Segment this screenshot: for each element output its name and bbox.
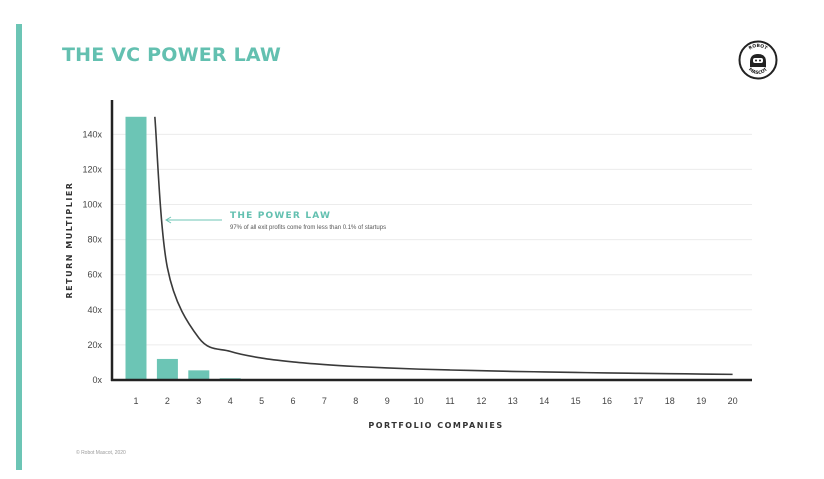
x-tick-label: 12 <box>476 396 486 406</box>
x-tick-label: 6 <box>290 396 295 406</box>
x-tick-label: 13 <box>508 396 518 406</box>
y-tick-label: 80x <box>87 235 102 245</box>
x-tick-label: 14 <box>539 396 549 406</box>
y-tick-label: 100x <box>82 200 102 210</box>
svg-text:ROBOT: ROBOT <box>748 43 769 52</box>
y-tick-label: 20x <box>87 340 102 350</box>
copyright-text: © Robot Mascot, 2020 <box>76 450 126 456</box>
bars <box>125 116 241 380</box>
y-tick-label: 120x <box>82 164 102 174</box>
power-law-curve <box>154 116 733 376</box>
x-tick-label: 11 <box>445 396 454 406</box>
x-tick-label: 9 <box>385 396 390 406</box>
annotation-arrow-icon <box>165 216 172 224</box>
y-tick-label: 0x <box>92 375 102 385</box>
annotation-text: 97% of all exit profits come from less t… <box>230 225 386 231</box>
bar <box>125 116 147 380</box>
annotation: THE POWER LAW 97% of all exit profits co… <box>165 211 386 231</box>
bar <box>188 370 210 380</box>
x-tick-label: 2 <box>165 396 170 406</box>
x-tick-labels: 1 2 3 4 5 6 7 8 9 10 11 12 13 14 15 16 17 18 19 20 <box>133 396 737 406</box>
x-axis-title: PORTFOLIO COMPANIES <box>368 421 503 430</box>
annotation-title: THE POWER LAW <box>230 211 331 221</box>
accent-bar <box>16 24 22 470</box>
y-tick-label: 140x <box>82 129 102 139</box>
x-tick-label: 20 <box>728 396 738 406</box>
robot-mascot-logo: ROBOT MASCOT <box>738 40 778 80</box>
x-tick-label: 5 <box>259 396 264 406</box>
x-tick-label: 3 <box>196 396 201 406</box>
x-tick-label: 17 <box>633 396 643 406</box>
x-tick-label: 18 <box>665 396 675 406</box>
y-tick-labels: 0x 20x 40x 60x 80x 100x 120x 140x <box>82 129 102 385</box>
y-axis-title: RETURN MULTIPLIER <box>65 182 74 299</box>
x-tick-label: 16 <box>602 396 612 406</box>
slide-title: THE VC POWER LAW <box>62 44 282 66</box>
x-tick-label: 1 <box>133 396 138 406</box>
x-tick-label: 4 <box>228 396 233 406</box>
y-tick-label: 40x <box>87 305 102 315</box>
bar <box>156 358 178 380</box>
x-tick-label: 10 <box>414 396 424 406</box>
x-tick-label: 8 <box>353 396 358 406</box>
y-tick-label: 60x <box>87 270 102 280</box>
x-tick-label: 7 <box>322 396 327 406</box>
x-tick-label: 15 <box>571 396 581 406</box>
x-tick-label: 19 <box>696 396 706 406</box>
gridlines <box>112 133 752 346</box>
